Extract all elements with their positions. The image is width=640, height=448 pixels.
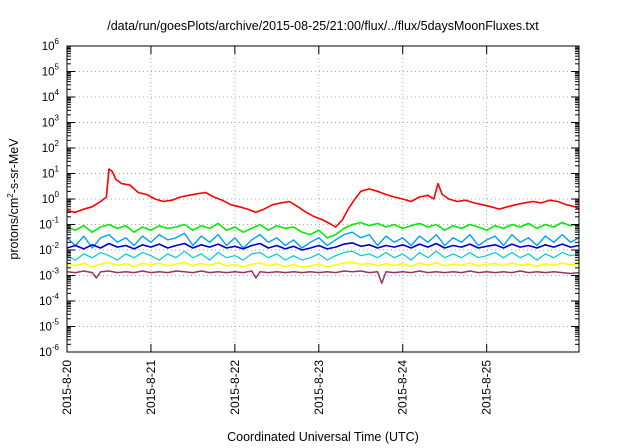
series-line-6 (66, 261, 580, 269)
y-axis-label-sup: 2 (6, 193, 15, 198)
x-tick-label: 2015-8-25 (480, 360, 494, 415)
y-tick-base: 10 (39, 220, 52, 232)
series-line-3 (66, 231, 580, 249)
y-tick-label: 10-1 (39, 216, 59, 232)
y-tick-label: 10-6 (39, 343, 59, 359)
y-tick-base: 10 (42, 169, 55, 181)
y-tick-label: 101 (42, 165, 60, 181)
y-axis-label: protons/cm2-s-sr-MeV (6, 138, 21, 260)
y-tick-exponent: 3 (55, 114, 60, 123)
y-tick-base: 10 (42, 194, 55, 206)
y-tick-exponent: -4 (52, 292, 60, 301)
y-tick-base: 10 (39, 347, 52, 359)
y-tick-exponent: -1 (52, 216, 60, 225)
y-tick-label: 10-2 (39, 241, 59, 257)
y-tick-base: 10 (39, 271, 52, 283)
y-tick-exponent: 1 (55, 165, 60, 174)
grid-lines (67, 46, 579, 352)
x-tick-label: 2015-8-23 (312, 360, 326, 415)
x-tick-label: 2015-8-24 (396, 360, 410, 415)
y-tick-label: 10-5 (39, 318, 59, 334)
y-tick-exponent: -5 (52, 318, 60, 327)
y-tick-exponent: -6 (52, 343, 60, 352)
y-tick-exponent: 4 (55, 88, 60, 97)
x-axis-label: Coordinated Universal Time (UTC) (227, 430, 419, 444)
y-axis-ticks: 10-610-510-410-310-210-11001011021031041… (39, 37, 579, 359)
y-tick-exponent: 2 (55, 139, 60, 148)
y-tick-exponent: -3 (52, 267, 60, 276)
y-tick-exponent: 6 (55, 37, 60, 46)
y-tick-label: 10-4 (39, 292, 59, 308)
x-tick-label: 2015-8-22 (228, 360, 242, 415)
series-line-4 (66, 242, 580, 251)
y-tick-base: 10 (42, 92, 55, 104)
y-tick-base: 10 (42, 118, 55, 130)
chart-title: /data/run/goesPlots/archive/2015-08-25/2… (107, 19, 539, 33)
y-tick-base: 10 (42, 143, 55, 155)
y-tick-label: 102 (42, 139, 60, 155)
y-axis-label-post: -s-sr-MeV (7, 138, 21, 194)
y-tick-base: 10 (39, 296, 52, 308)
y-tick-label: 10-3 (39, 267, 59, 283)
y-tick-base: 10 (39, 245, 52, 257)
y-tick-label: 100 (42, 190, 60, 206)
y-tick-exponent: -2 (52, 241, 60, 250)
x-tick-label: 2015-8-21 (144, 360, 158, 415)
y-tick-base: 10 (42, 41, 55, 53)
y-tick-label: 104 (42, 88, 60, 104)
series-line-1 (66, 168, 580, 228)
x-tick-label: 2015-8-20 (60, 360, 74, 415)
y-tick-label: 103 (42, 114, 60, 130)
series-line-7 (66, 270, 580, 284)
y-tick-exponent: 0 (55, 190, 60, 199)
y-tick-base: 10 (42, 67, 55, 79)
y-tick-label: 105 (42, 63, 60, 79)
x-axis-ticks: 2015-8-20 2015-8-21 2015-8-22 2015-8-23 2015… (60, 46, 494, 415)
y-tick-base: 10 (39, 322, 52, 334)
y-tick-label: 106 (42, 37, 60, 53)
series-line-5 (66, 250, 580, 261)
y-tick-exponent: 5 (55, 63, 60, 72)
series-group (66, 168, 580, 284)
series-line-2 (66, 221, 580, 239)
y-axis-label-pre: protons/cm (7, 198, 21, 260)
